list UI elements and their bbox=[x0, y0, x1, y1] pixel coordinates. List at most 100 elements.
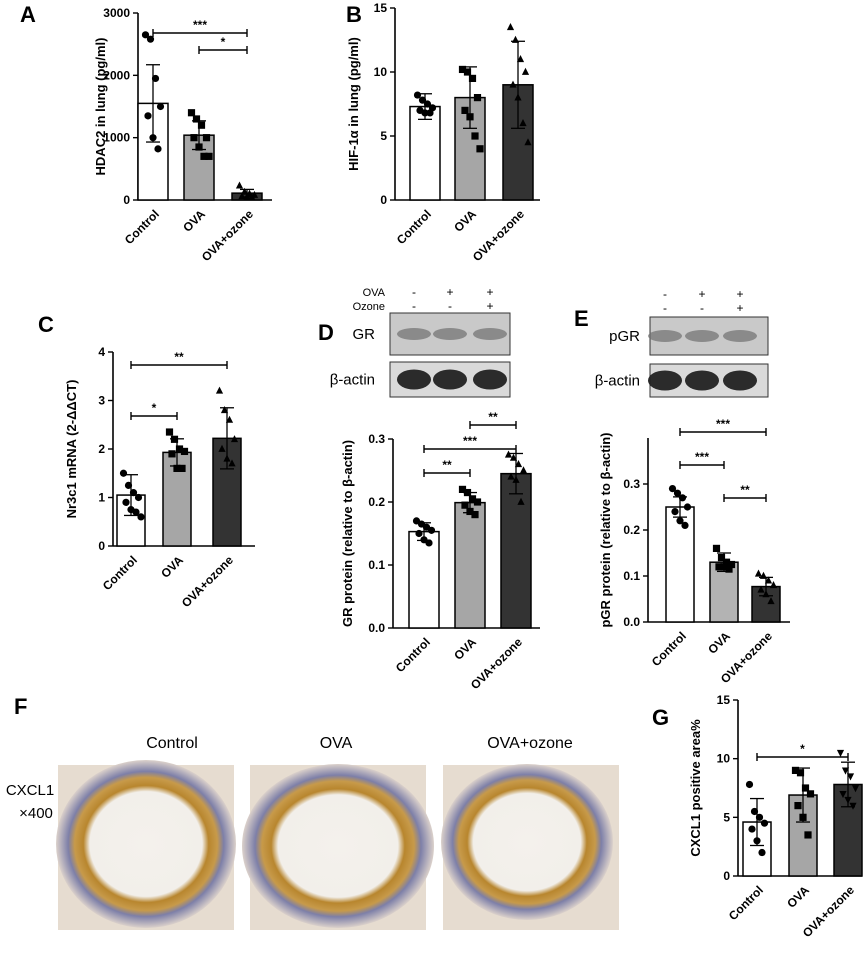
bar bbox=[500, 472, 532, 629]
panel-letter: D bbox=[318, 320, 334, 345]
micrograph bbox=[242, 764, 434, 930]
y-axis-title: HIF-1α in lung (pg/ml) bbox=[346, 37, 361, 171]
data-point bbox=[722, 558, 731, 566]
y-tick-label: 0.1 bbox=[623, 569, 640, 583]
x-tick-label: OVA+ozone bbox=[199, 207, 256, 264]
chart: B 0 5 10 15 HIF-1α in lung (pg/ml) Control OVAO… bbox=[346, 1, 540, 264]
data-point bbox=[466, 507, 474, 516]
blot-band bbox=[433, 328, 467, 340]
blot-band bbox=[397, 328, 431, 340]
y-tick-label: 2 bbox=[98, 442, 105, 456]
data-point bbox=[760, 819, 769, 827]
bar bbox=[665, 506, 695, 623]
y-axis-title: pGR protein (relative to β-actin) bbox=[598, 432, 613, 627]
x-tick-label: OVA bbox=[784, 883, 812, 911]
chart: A 0 1000 2000 3000 HDAC2 in lung (pg/ml) Contr… bbox=[20, 2, 272, 264]
x-tick-label: Control bbox=[394, 207, 434, 247]
data-point bbox=[173, 464, 181, 472]
data-point bbox=[200, 152, 208, 160]
data-point bbox=[745, 780, 754, 789]
data-point bbox=[758, 848, 766, 857]
y-tick-label: 0 bbox=[380, 193, 387, 207]
data-point bbox=[759, 571, 768, 579]
data-point bbox=[461, 501, 469, 509]
data-point bbox=[195, 143, 203, 151]
blot-sign: - bbox=[663, 287, 667, 301]
data-point bbox=[836, 749, 845, 757]
data-point bbox=[197, 121, 206, 129]
data-point bbox=[238, 192, 246, 200]
data-point bbox=[165, 428, 174, 436]
data-point bbox=[463, 488, 472, 497]
blot-sign: + bbox=[486, 285, 493, 299]
y-tick-label: 15 bbox=[374, 1, 388, 15]
data-point bbox=[473, 94, 482, 102]
data-point bbox=[119, 469, 128, 477]
blot-condition-label: OVA bbox=[363, 287, 386, 299]
y-tick-label: 0 bbox=[123, 193, 130, 207]
data-point bbox=[754, 569, 763, 577]
data-point bbox=[717, 554, 726, 562]
data-point bbox=[673, 489, 682, 497]
blot-condition-label: Ozone bbox=[353, 301, 385, 313]
data-point bbox=[427, 526, 436, 534]
y-axis-title: CXCL1 positive area% bbox=[688, 719, 703, 857]
significance-label: ** bbox=[488, 410, 498, 424]
y-axis-title: HDAC2 in lung (pg/ml) bbox=[93, 38, 108, 176]
data-point bbox=[129, 489, 138, 497]
data-point bbox=[509, 453, 518, 461]
panel-f: F Control OVA OVA+ozone CXCL1 ×400 bbox=[6, 694, 619, 930]
data-point bbox=[240, 187, 249, 195]
data-point bbox=[504, 450, 513, 458]
data-point bbox=[796, 769, 805, 777]
data-point bbox=[134, 493, 143, 502]
data-point bbox=[767, 597, 775, 605]
data-point bbox=[516, 55, 525, 63]
data-point bbox=[124, 481, 133, 489]
data-point bbox=[471, 132, 479, 140]
data-point bbox=[228, 459, 236, 467]
y-tick-label: 4 bbox=[98, 345, 105, 359]
y-tick-label: 15 bbox=[717, 693, 731, 707]
data-point bbox=[678, 494, 687, 502]
data-point bbox=[671, 508, 679, 516]
data-point bbox=[849, 802, 857, 810]
row-label: CXCL1 bbox=[6, 782, 54, 799]
bar bbox=[454, 501, 486, 629]
data-point bbox=[175, 445, 184, 453]
data-point bbox=[521, 67, 530, 75]
y-tick-label: 0 bbox=[723, 869, 730, 883]
data-point bbox=[205, 152, 213, 160]
x-tick-label: OVA bbox=[158, 553, 186, 581]
blot-sign: + bbox=[736, 287, 743, 301]
data-point bbox=[753, 837, 761, 845]
data-point bbox=[519, 466, 528, 474]
data-point bbox=[248, 193, 256, 201]
data-point bbox=[426, 109, 434, 117]
y-tick-label: 0.2 bbox=[368, 495, 385, 509]
x-tick-label: OVA bbox=[451, 635, 479, 663]
x-tick-label: Control bbox=[726, 883, 766, 923]
data-point bbox=[178, 464, 186, 472]
y-tick-label: 3 bbox=[98, 394, 105, 408]
blot-band bbox=[473, 328, 507, 340]
data-point bbox=[122, 498, 130, 506]
data-point bbox=[137, 513, 145, 521]
panel-letter: B bbox=[346, 2, 362, 27]
data-point bbox=[144, 112, 152, 120]
column-heading: Control bbox=[146, 735, 198, 752]
data-point bbox=[415, 529, 423, 538]
blot-sign: + bbox=[446, 285, 453, 299]
data-point bbox=[715, 563, 723, 571]
chart: D 0.0 0.1 0.2 0.3 GR protein (relative to β-a… bbox=[318, 285, 540, 692]
data-point bbox=[841, 767, 850, 775]
data-point bbox=[149, 134, 157, 142]
data-point bbox=[463, 68, 472, 76]
y-tick-label: 10 bbox=[374, 65, 388, 79]
y-axis-title: GR protein (relative to β-actin) bbox=[340, 440, 355, 627]
data-point bbox=[461, 106, 469, 114]
data-point bbox=[757, 585, 765, 593]
data-point bbox=[154, 145, 162, 153]
significance-label: * bbox=[221, 35, 226, 49]
